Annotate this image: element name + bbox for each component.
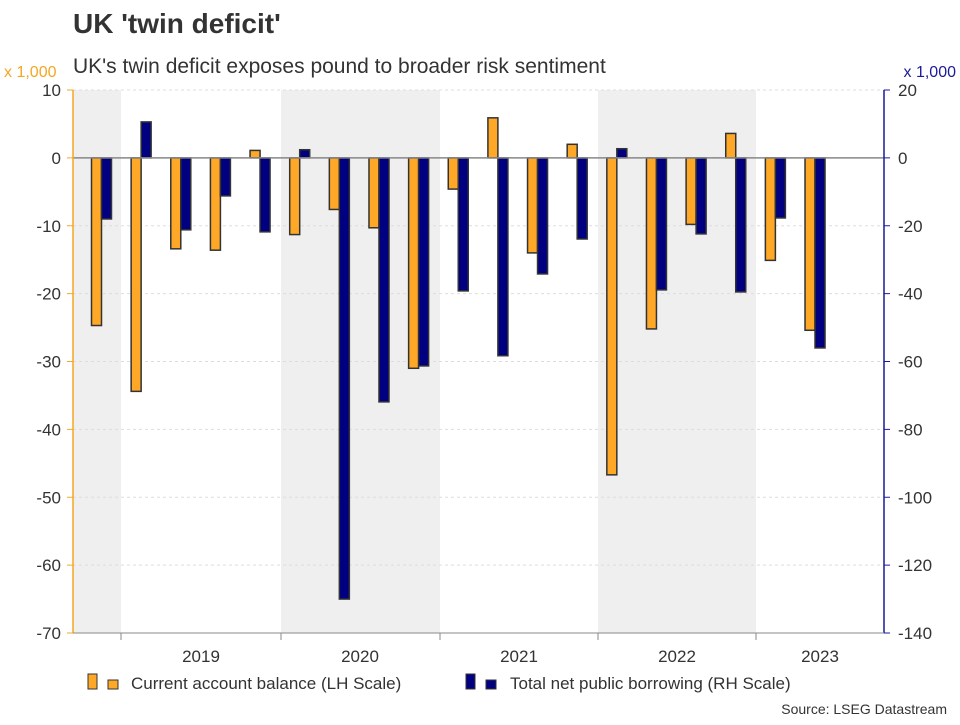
bar-net-borrowing	[140, 121, 152, 159]
left-tick-label: -50	[36, 488, 61, 507]
bar-current-account	[130, 157, 142, 393]
bar-current-account	[90, 157, 103, 327]
bar-net-borrowing	[734, 157, 747, 293]
bar-net-borrowing	[695, 157, 707, 235]
right-tick-label: -80	[898, 420, 923, 439]
legend-swatch-current-account-small	[107, 679, 119, 690]
bar-net-borrowing	[655, 157, 668, 291]
source-note: Source: LSEG Datastream	[781, 701, 947, 717]
bar-net-borrowing	[417, 157, 430, 367]
bar-current-account	[487, 117, 499, 159]
x-tick-label: 2023	[801, 647, 839, 666]
bar-current-account	[566, 143, 578, 159]
bar-net-borrowing	[259, 157, 271, 233]
right-tick-label: 20	[898, 81, 917, 100]
left-unit-label: x 1,000	[4, 64, 57, 81]
bar-net-borrowing	[180, 157, 192, 231]
bar-current-account	[407, 157, 420, 370]
bar-net-borrowing	[219, 157, 232, 197]
bar-current-account	[764, 157, 777, 262]
left-tick-label: -30	[36, 353, 61, 372]
x-tick-label: 2021	[500, 647, 538, 666]
left-tick-label: 10	[42, 81, 61, 100]
right-tick-label: -140	[898, 624, 932, 643]
bar-current-account	[447, 157, 460, 190]
left-tick-label: -70	[36, 624, 61, 643]
bar-current-account	[328, 157, 341, 211]
legend-swatch-current-account	[87, 673, 98, 690]
bar-current-account	[724, 132, 737, 159]
right-tick-label: -40	[898, 285, 923, 304]
legend-swatch-borrowing	[465, 673, 476, 690]
legend-label-current-account: Current account balance (LH Scale)	[131, 674, 401, 693]
bar-current-account	[368, 157, 380, 229]
legend: Current account balance (LH Scale) Total…	[87, 673, 791, 693]
bar-net-borrowing	[536, 157, 549, 275]
left-tick-label: 0	[52, 149, 61, 168]
chart-subtitle: UK's twin deficit exposes pound to broad…	[73, 55, 606, 78]
bar-current-account	[249, 149, 261, 159]
left-tick-label: -10	[36, 217, 61, 236]
legend-swatch-borrowing-small	[485, 679, 497, 690]
x-tick-label: 2019	[182, 647, 220, 666]
right-unit-label: x 1,000	[904, 64, 957, 81]
bar-current-account	[288, 157, 301, 236]
bar-net-borrowing	[497, 157, 509, 357]
right-tick-label: -120	[898, 556, 932, 575]
bar-net-borrowing	[814, 157, 826, 349]
bar-current-account	[645, 157, 658, 330]
bar-current-account	[526, 157, 539, 254]
bar-net-borrowing	[100, 157, 113, 220]
right-tick-label: -60	[898, 353, 923, 372]
left-tick-label: -60	[36, 556, 61, 575]
x-tick-label: 2020	[341, 647, 379, 666]
bar-net-borrowing	[576, 157, 588, 240]
bar-current-account	[685, 157, 697, 226]
bar-net-borrowing	[457, 157, 470, 292]
right-tick-label: -20	[898, 217, 923, 236]
left-tick-label: -40	[36, 420, 61, 439]
right-tick-label: -100	[898, 488, 932, 507]
bar-net-borrowing	[378, 157, 390, 403]
bar-net-borrowing	[774, 157, 787, 219]
bar-current-account	[804, 157, 816, 332]
bar-net-borrowing	[298, 148, 311, 159]
legend-label-borrowing: Total net public borrowing (RH Scale)	[510, 674, 791, 693]
right-tick-label: 0	[898, 149, 907, 168]
x-tick-label: 2022	[658, 647, 696, 666]
left-tick-label: -20	[36, 285, 61, 304]
chart-title: UK 'twin deficit'	[73, 8, 281, 39]
bar-current-account	[209, 157, 222, 251]
bar-net-borrowing	[616, 147, 628, 159]
bar-net-borrowing	[338, 157, 351, 600]
bar-current-account	[170, 157, 182, 250]
bar-current-account	[606, 157, 618, 476]
